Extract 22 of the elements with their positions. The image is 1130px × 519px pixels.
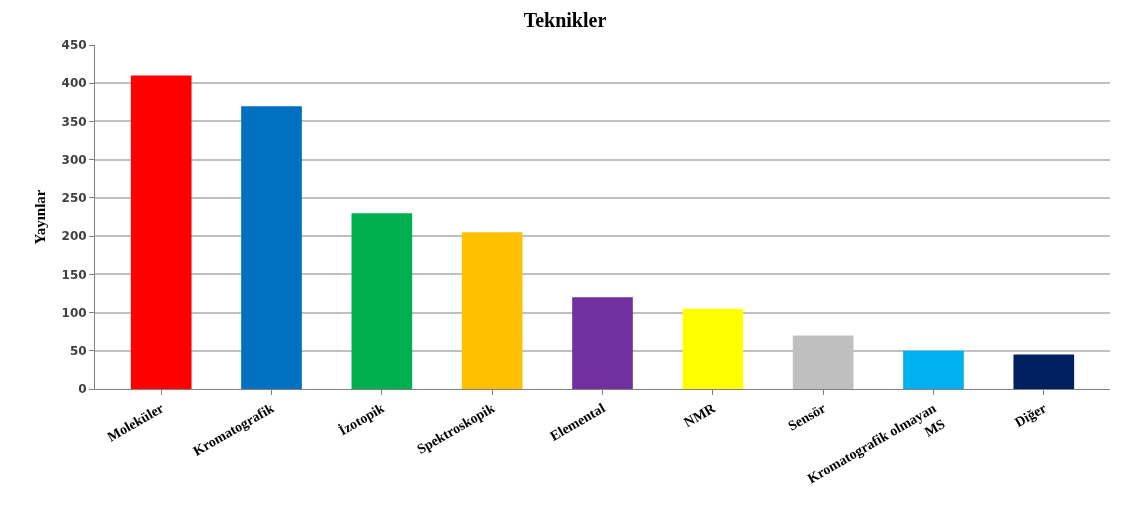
y-tick-label: 300: [61, 152, 87, 167]
y-tick-label: 200: [61, 229, 87, 244]
y-tick-label: 100: [61, 305, 87, 320]
bar: [241, 106, 302, 389]
y-axis-title: Yayınlar: [31, 189, 48, 245]
x-tick-label: Diğer: [1012, 400, 1049, 431]
bar: [682, 308, 744, 389]
y-tick-label: 150: [61, 267, 87, 282]
y-tick-label: 400: [61, 76, 87, 91]
y-tick-label: 50: [69, 343, 87, 358]
y-tick-label: 250: [61, 191, 87, 206]
bar: [461, 232, 523, 389]
bar: [903, 350, 964, 389]
y-tick-label: 450: [61, 38, 87, 53]
x-tick-label: NMR: [681, 400, 719, 431]
bar: [1013, 354, 1075, 389]
bar: [351, 213, 413, 389]
y-tick-label: 350: [61, 114, 87, 129]
chart-title: Teknikler: [523, 8, 607, 31]
bar: [130, 75, 192, 389]
y-tick-label: 0: [78, 382, 87, 397]
bar: [572, 297, 633, 389]
